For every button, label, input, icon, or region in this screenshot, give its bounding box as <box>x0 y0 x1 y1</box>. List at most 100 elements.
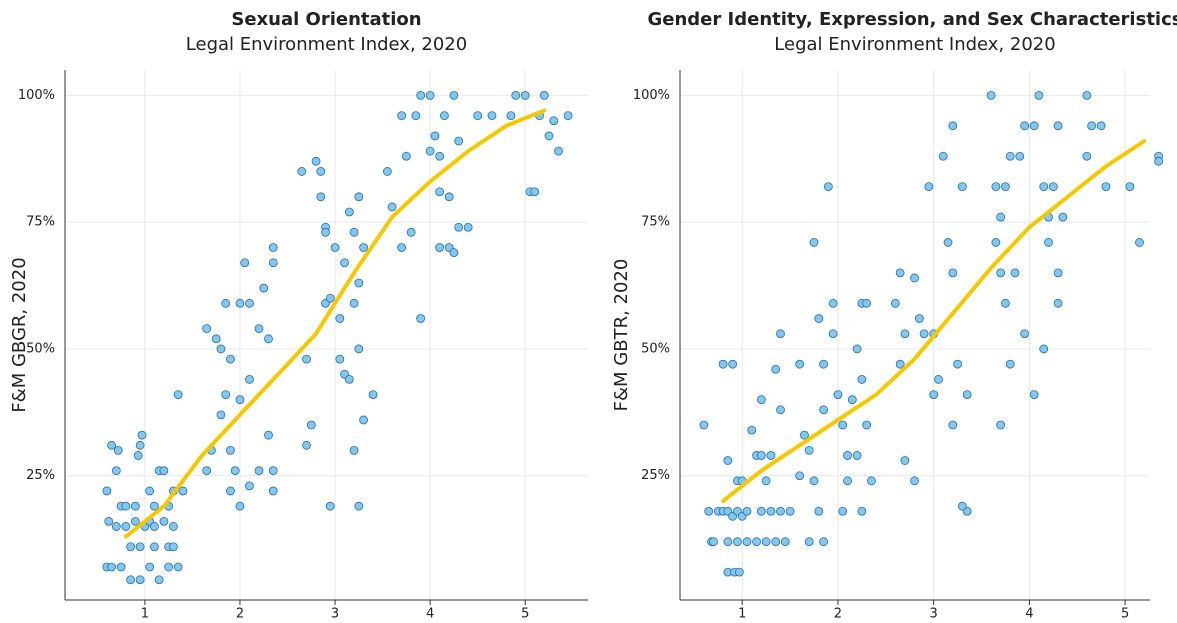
point <box>435 151 445 161</box>
point <box>173 562 183 572</box>
point <box>766 506 776 516</box>
point <box>828 329 838 339</box>
y-tick-label: 50% <box>26 341 55 356</box>
point <box>914 314 924 323</box>
point <box>723 456 733 465</box>
point <box>1082 151 1092 161</box>
point <box>259 283 269 293</box>
point <box>202 324 212 334</box>
point <box>761 476 771 486</box>
point <box>1001 182 1010 192</box>
chart-subtitle: Legal Environment Index, 2020 <box>186 34 467 55</box>
point <box>435 243 445 252</box>
x-tick-label: 2 <box>236 607 244 622</box>
point <box>809 476 819 486</box>
point <box>747 425 757 435</box>
point <box>430 131 440 141</box>
point <box>354 501 364 511</box>
point <box>268 486 278 496</box>
point <box>397 243 407 252</box>
point <box>335 354 345 364</box>
point <box>1135 238 1144 247</box>
point <box>814 314 824 323</box>
point <box>991 238 1001 247</box>
point <box>795 471 805 481</box>
point <box>511 90 521 100</box>
point <box>862 298 872 308</box>
point <box>785 506 795 516</box>
point <box>539 90 549 100</box>
point <box>910 273 919 283</box>
point <box>1020 121 1030 131</box>
point <box>900 456 910 465</box>
point <box>838 420 848 430</box>
point <box>113 445 123 455</box>
point <box>449 90 459 100</box>
point <box>235 395 245 405</box>
point <box>416 314 426 323</box>
point <box>221 390 231 399</box>
point <box>1001 298 1010 308</box>
point <box>311 156 321 166</box>
point <box>838 506 848 516</box>
point <box>828 298 838 308</box>
point <box>1039 344 1049 354</box>
chart-title: Sexual Orientation <box>231 9 421 30</box>
point <box>463 222 473 232</box>
point <box>1101 182 1111 192</box>
point <box>368 390 378 399</box>
x-tick-label: 1 <box>141 607 149 622</box>
point <box>240 258 250 268</box>
point <box>245 374 254 384</box>
point <box>354 192 364 202</box>
point <box>957 182 967 192</box>
point <box>245 298 254 308</box>
x-tick-label: 4 <box>1025 607 1033 622</box>
y-axis-label: F&M GBGR, 2020 <box>9 257 30 412</box>
point <box>159 466 169 476</box>
point <box>800 430 809 440</box>
point <box>226 445 235 455</box>
point <box>302 440 311 450</box>
point <box>1029 390 1039 399</box>
point <box>890 298 900 308</box>
point <box>107 440 116 450</box>
point <box>297 167 307 176</box>
point <box>149 501 159 511</box>
point <box>520 90 530 100</box>
point <box>996 420 1006 430</box>
point <box>268 258 278 268</box>
point <box>962 390 972 399</box>
point <box>938 151 948 161</box>
point <box>145 486 155 496</box>
point <box>325 501 335 511</box>
point <box>1020 329 1030 339</box>
point <box>335 314 345 323</box>
point <box>330 243 340 252</box>
point <box>742 506 752 516</box>
point <box>910 476 919 486</box>
point <box>704 506 714 516</box>
point <box>1048 182 1058 192</box>
point <box>145 562 155 572</box>
point <box>169 522 178 531</box>
point <box>919 329 929 339</box>
point <box>440 111 449 121</box>
point <box>159 516 169 526</box>
point <box>344 374 354 384</box>
point <box>756 395 766 405</box>
point <box>1096 121 1106 131</box>
point <box>728 359 738 369</box>
point <box>425 90 435 100</box>
point <box>216 344 226 354</box>
point <box>530 187 540 197</box>
point <box>1005 151 1015 161</box>
point <box>780 537 790 547</box>
point <box>742 537 752 547</box>
point <box>819 405 828 415</box>
point <box>425 146 435 156</box>
point <box>387 202 397 212</box>
point <box>929 390 939 399</box>
